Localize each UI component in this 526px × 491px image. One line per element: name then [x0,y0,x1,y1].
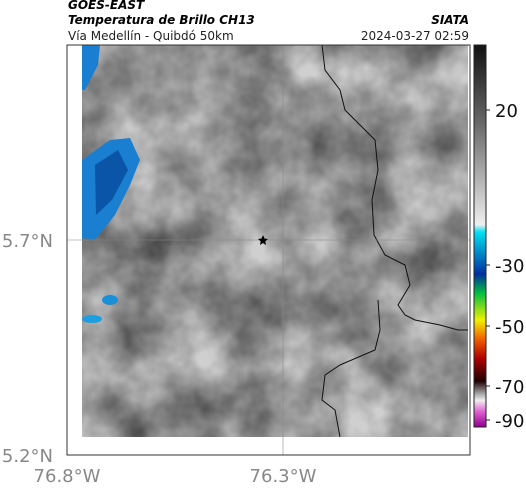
lat-label: 5.2°N [2,446,53,467]
product-title: Temperatura de Brillo CH13 [68,13,255,27]
colorbar-label: 20 [495,101,518,122]
borders [321,44,468,438]
colorbar: 20 -30 -50 -70 -90 [473,44,524,432]
colorbar-label: -30 [495,256,524,277]
map-frame [66,44,471,456]
lon-label: 76.3°W [250,466,317,487]
colorbar-scale [473,44,487,428]
lon-label: 76.8°W [34,466,101,487]
colorbar-label: -70 [495,377,524,398]
satellite-image [67,45,470,455]
location-marker [258,235,268,245]
timestamp: 2024-03-27 02:59 [361,29,469,43]
colorbar-label: -50 [495,317,524,338]
lat-label: 5.7°N [2,231,53,252]
subtitle: Vía Medellín - Quibdó 50km [68,29,234,43]
source-label: GOES-EAST [68,0,145,12]
colorbar-label: -90 [495,411,524,432]
brand-label: SIATA [431,13,469,27]
